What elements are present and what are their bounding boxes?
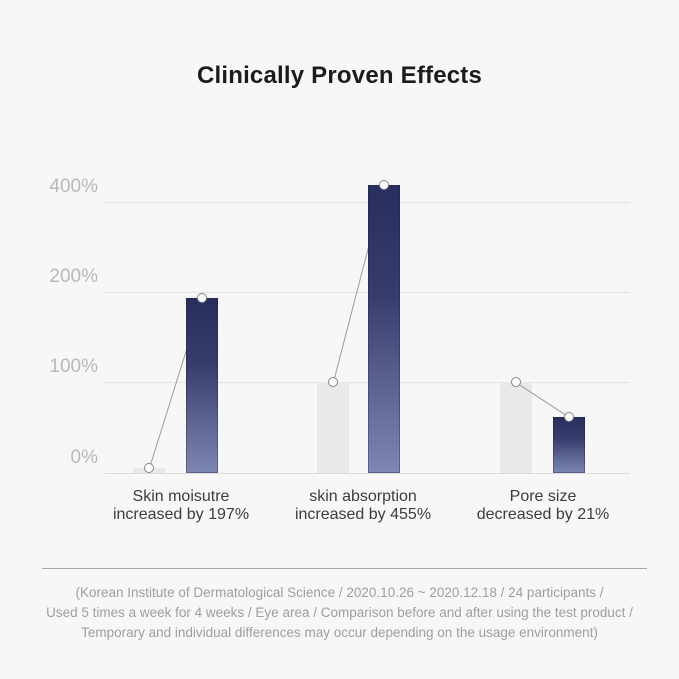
before-marker <box>511 377 521 387</box>
before-bar <box>317 382 349 473</box>
footnote: (Korean Institute of Dermatological Scie… <box>0 583 679 643</box>
gridline-baseline <box>105 473 630 474</box>
gridline-400 <box>105 202 630 203</box>
y-tick-label-100: 100% <box>49 356 98 377</box>
before-marker <box>144 462 154 473</box>
before-bar <box>500 382 532 473</box>
after-marker <box>379 180 389 191</box>
category-name: Pore size <box>509 488 577 505</box>
page-title: Clinically Proven Effects <box>196 62 483 89</box>
after-marker <box>564 411 574 422</box>
category-result: increased by 455% <box>294 505 432 523</box>
gridline-100 <box>105 382 630 383</box>
after-marker <box>197 293 207 304</box>
category-label-skin-absorption: skin absorption increased by 455% <box>253 488 473 523</box>
before-marker <box>328 377 338 387</box>
y-tick-label-0: 0% <box>70 447 98 468</box>
footnote-line-3: Temporary and individual differences may… <box>81 625 598 640</box>
category-label-pore-size: Pore size decreased by 21% <box>433 488 653 523</box>
footnote-divider <box>42 568 647 569</box>
after-bar <box>368 185 400 473</box>
y-tick-label-200: 200% <box>49 266 98 287</box>
category-name: skin absorption <box>309 488 417 505</box>
after-bar <box>186 298 218 473</box>
category-result: decreased by 21% <box>476 505 610 523</box>
category-result: increased by 197% <box>112 505 250 523</box>
footnote-line-2: Used 5 times a week for 4 weeks / Eye ar… <box>46 605 633 620</box>
category-name: Skin moisutre <box>132 488 230 505</box>
category-label-skin-moisture: Skin moisutre increased by 197% <box>71 488 291 523</box>
gridline-200 <box>105 292 630 293</box>
after-bar <box>553 416 585 473</box>
footnote-line-1: (Korean Institute of Dermatological Scie… <box>75 585 604 600</box>
y-tick-label-400: 400% <box>49 176 98 197</box>
